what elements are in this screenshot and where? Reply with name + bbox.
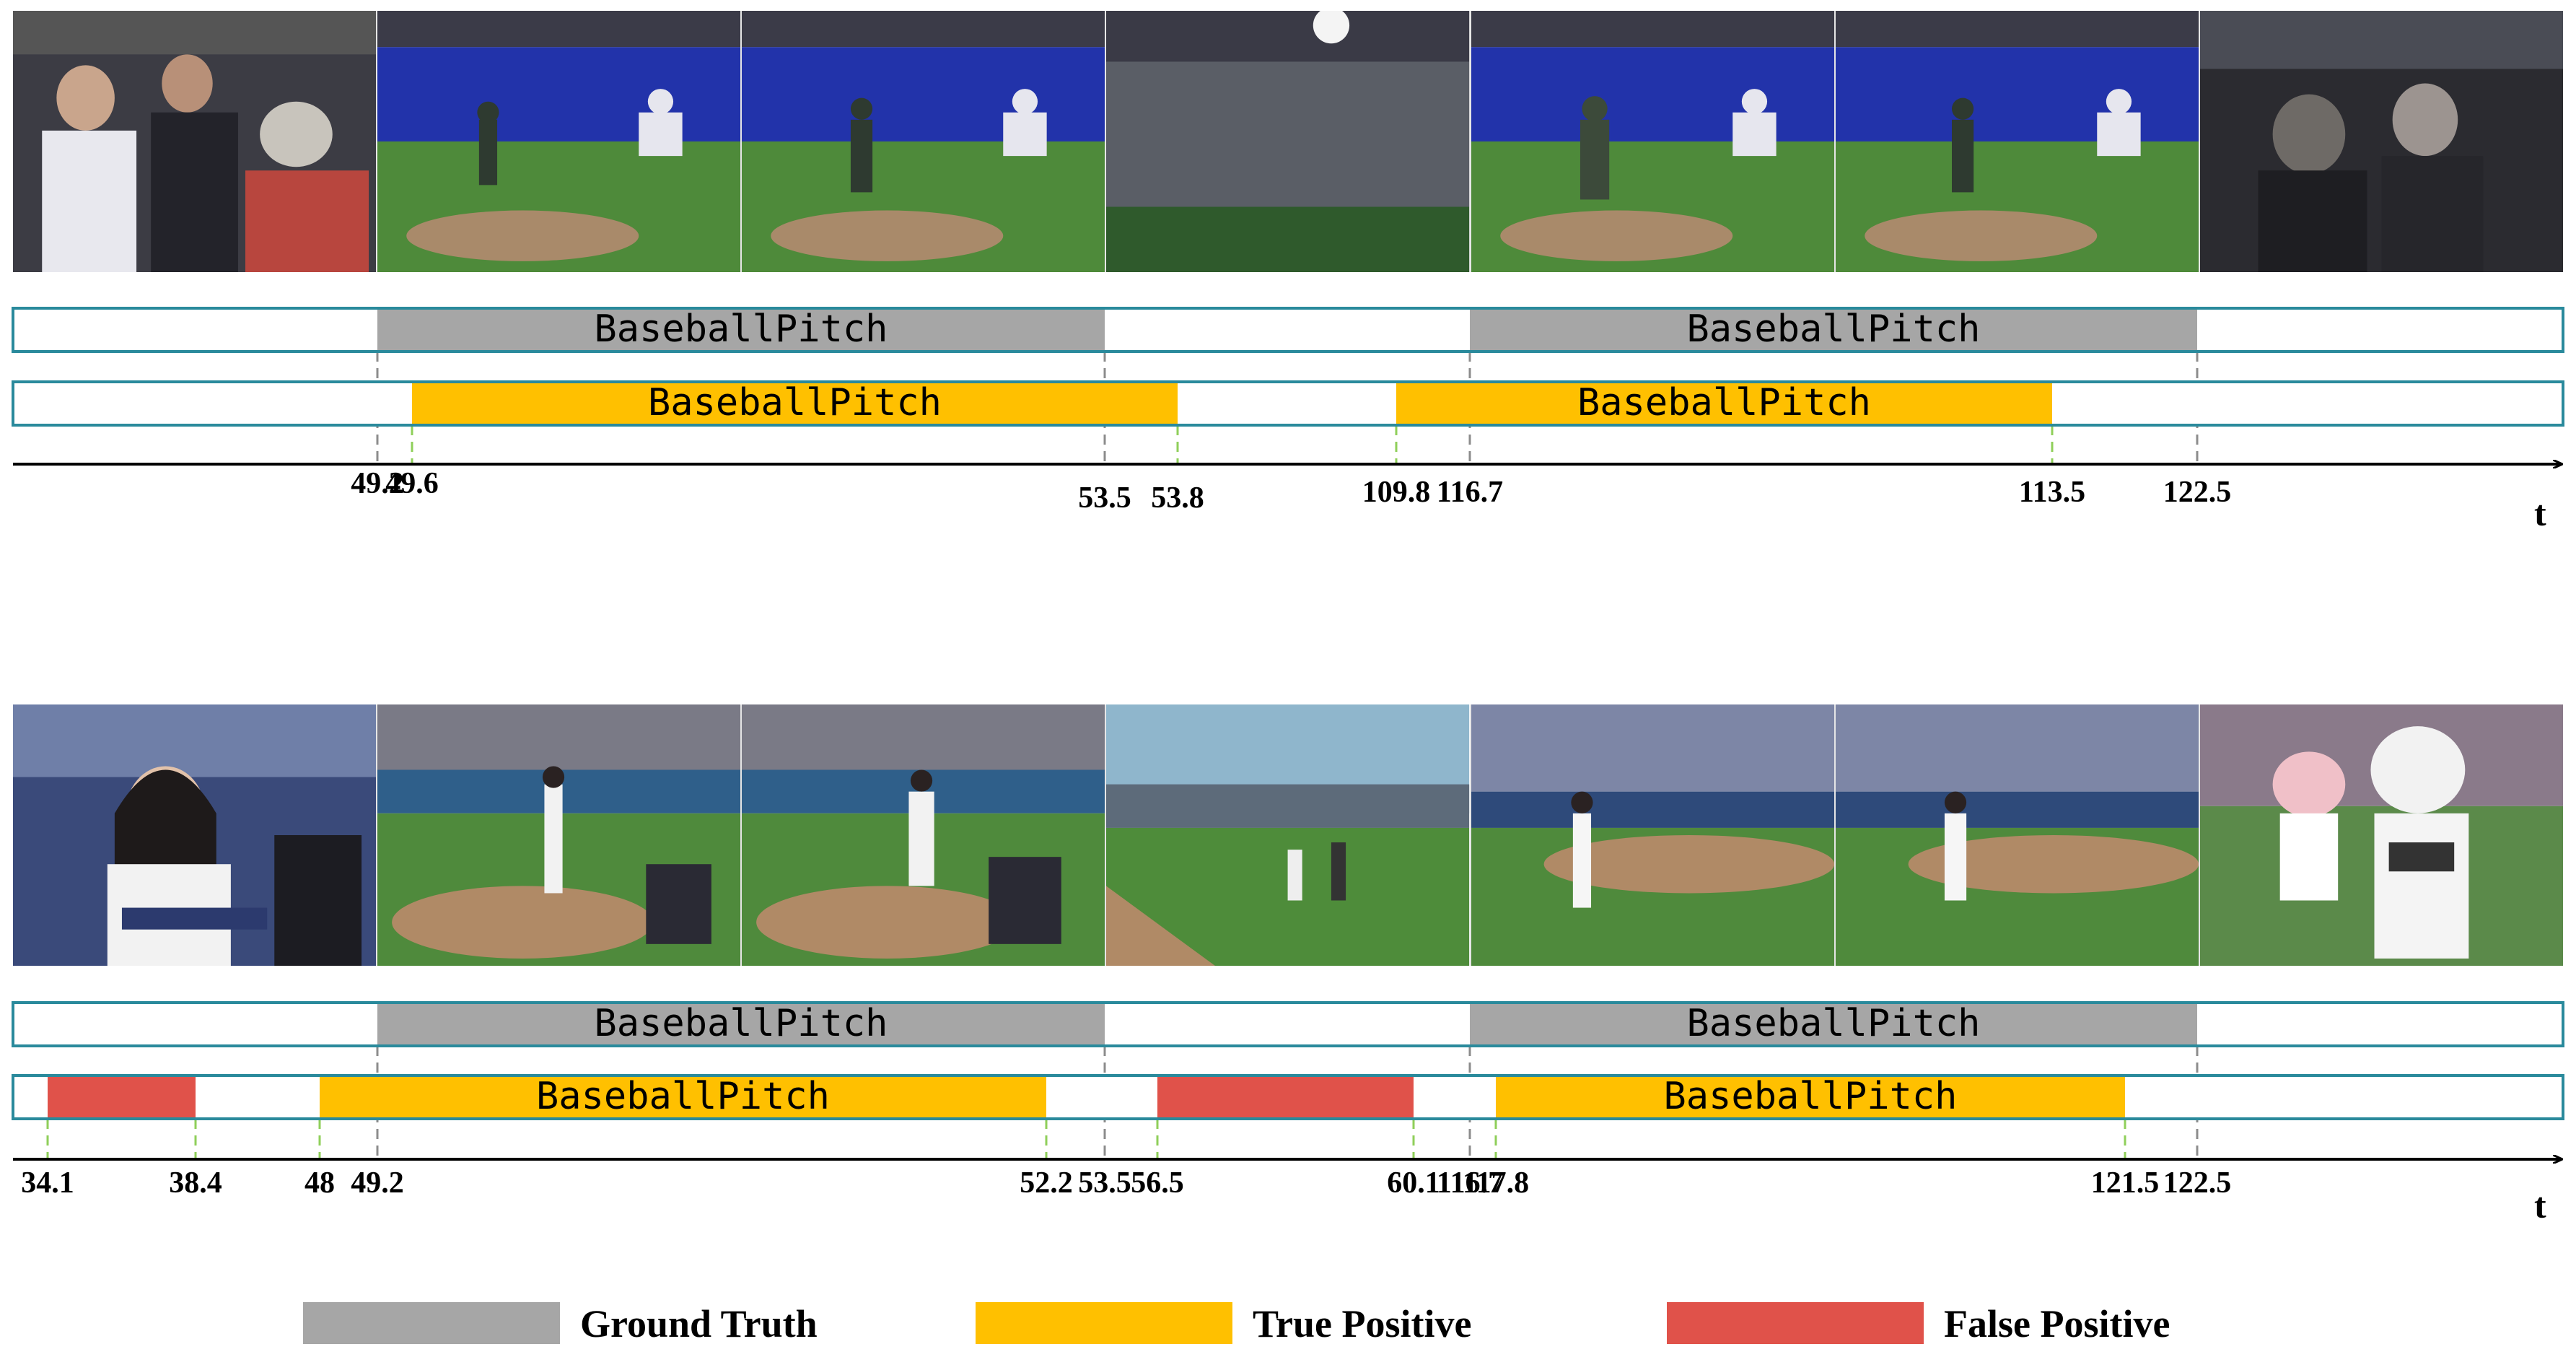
field-walk-icon — [1106, 704, 1470, 966]
pred-segment-label: BaseballPitch — [536, 1075, 830, 1118]
time-tick-label: 49.2 — [351, 1166, 404, 1200]
time-tick-label: 49.6 — [385, 467, 439, 500]
legend-swatch — [303, 1302, 560, 1344]
time-tick-label: 60.1 — [1387, 1166, 1440, 1200]
gt-segment — [377, 1004, 1105, 1044]
time-tick-label: 53.5 — [1078, 1166, 1131, 1200]
time-tick-label: 117.8 — [1463, 1166, 1529, 1200]
time-tick-label: 52.2 — [1020, 1166, 1073, 1200]
gt-segment — [1470, 310, 2197, 350]
false-positive-segment — [1157, 1077, 1414, 1117]
pitcher-mound-icon — [1835, 11, 2199, 272]
gt-segment-label: BaseballPitch — [1687, 307, 1981, 351]
first-pitch-icon — [742, 704, 1105, 966]
time-tick-label: 53.5 — [1078, 481, 1131, 515]
true-positive-segment — [1496, 1077, 2125, 1117]
gt-segment-label: BaseballPitch — [1687, 1002, 1981, 1045]
time-tick-label: 38.4 — [169, 1166, 222, 1200]
time-axis-label: t — [2534, 1185, 2546, 1226]
gt-segment-label: BaseballPitch — [595, 307, 888, 351]
time-axis-label: t — [2534, 493, 2546, 533]
stadium-crowd-icon — [1106, 11, 1470, 272]
pred-segment-label: BaseballPitch — [648, 381, 942, 424]
pred-segment-label: BaseballPitch — [1664, 1075, 1958, 1118]
gt-segment-label: BaseballPitch — [595, 1002, 888, 1045]
ballpark-pitch-icon — [1835, 704, 2199, 966]
time-tick-label: 109.8 — [1362, 476, 1431, 509]
time-tick-label: 122.5 — [2163, 476, 2232, 509]
time-tick-label: 122.5 — [2163, 1166, 2232, 1200]
pitcher-mound-icon — [377, 11, 741, 272]
row-1-frames — [13, 11, 2563, 272]
dugout-players-icon — [13, 11, 377, 272]
time-tick-label: 121.5 — [2091, 1166, 2160, 1200]
presenter-closeup-icon — [13, 704, 377, 966]
legend-swatch — [976, 1302, 1232, 1344]
legend-swatch — [1667, 1302, 1924, 1344]
pitcher-mound-icon — [1471, 11, 1834, 272]
true-positive-segment — [1396, 383, 2052, 424]
crowd-closeup-icon — [2199, 11, 2563, 272]
true-positive-segment — [412, 383, 1178, 424]
mascot-icon — [2199, 704, 2563, 966]
pred-track-1 — [12, 380, 2564, 427]
time-tick-label: 34.1 — [21, 1166, 74, 1200]
false-positive-segment — [48, 1077, 196, 1117]
ballpark-pitch-icon — [1471, 704, 1834, 966]
time-tick-label: 49.2 — [351, 467, 404, 500]
true-positive-segment — [320, 1077, 1046, 1117]
first-pitch-icon — [377, 704, 741, 966]
time-tick-label: 116.7 — [1437, 1166, 1503, 1200]
time-tick-label: 116.7 — [1437, 476, 1503, 509]
gt-segment — [1470, 1004, 2197, 1044]
gt-segment — [377, 310, 1105, 350]
legend-label: True Positive — [1253, 1302, 1471, 1345]
time-tick-label: 113.5 — [2019, 476, 2085, 509]
time-tick-label: 53.8 — [1151, 481, 1204, 515]
legend-label: False Positive — [1944, 1302, 2170, 1345]
time-tick-label: 56.5 — [1131, 1166, 1184, 1200]
time-tick-label: 48 — [305, 1166, 335, 1200]
pitcher-mound-icon — [742, 11, 1105, 272]
legend-label: Ground Truth — [580, 1302, 818, 1345]
row-2-frames — [13, 704, 2563, 966]
pred-segment-label: BaseballPitch — [1577, 381, 1871, 424]
